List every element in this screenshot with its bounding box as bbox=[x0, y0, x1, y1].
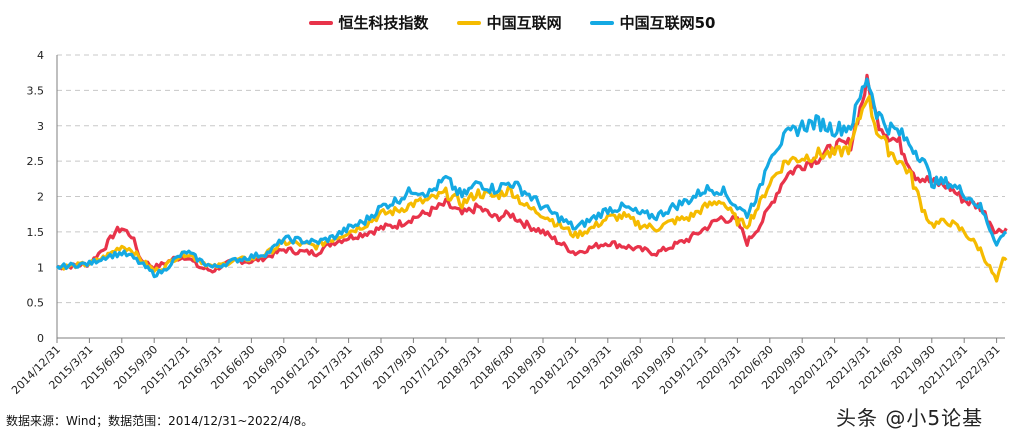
legend-label: 恒生科技指数 bbox=[338, 14, 429, 32]
y-tick-label: 1 bbox=[37, 261, 44, 274]
chart-legend: 恒生科技指数 中国互联网 中国互联网50 bbox=[0, 12, 1024, 33]
legend-label: 中国互联网50 bbox=[619, 14, 716, 32]
y-tick-label: 3 bbox=[37, 120, 44, 133]
legend-item-china-internet-50: 中国互联网50 bbox=[589, 12, 716, 33]
legend-swatch-yellow bbox=[456, 20, 481, 25]
series-line-1 bbox=[57, 94, 1008, 283]
legend-label: 中国互联网 bbox=[486, 14, 562, 32]
watermark: 头条 @小5论基 bbox=[836, 406, 984, 430]
legend-item-hstech: 恒生科技指数 bbox=[308, 12, 429, 33]
y-axis: 0 0.5 1 1.5 2 2.5 3 3.5 4 bbox=[27, 49, 58, 345]
y-tick-label: 2 bbox=[37, 191, 44, 204]
x-axis: 2014/12/312015/3/312015/6/302015/9/30201… bbox=[9, 337, 1005, 397]
y-tick-label: 4 bbox=[37, 49, 44, 62]
y-tick-label: 0.5 bbox=[27, 297, 45, 310]
y-tick-label: 0 bbox=[37, 332, 44, 345]
legend-swatch-red bbox=[308, 20, 333, 25]
y-tick-label: 2.5 bbox=[27, 155, 45, 168]
series-line-0 bbox=[56, 73, 1008, 274]
y-tick-label: 1.5 bbox=[27, 226, 45, 239]
series-line-2 bbox=[55, 77, 1008, 279]
series-lines bbox=[55, 73, 1008, 283]
y-tick-label: 3.5 bbox=[27, 84, 45, 97]
legend-swatch-blue bbox=[589, 20, 614, 25]
data-source-note: 数据来源：Wind；数据范围：2014/12/31~2022/4/8。 bbox=[6, 414, 314, 428]
legend-item-china-internet: 中国互联网 bbox=[456, 12, 562, 33]
